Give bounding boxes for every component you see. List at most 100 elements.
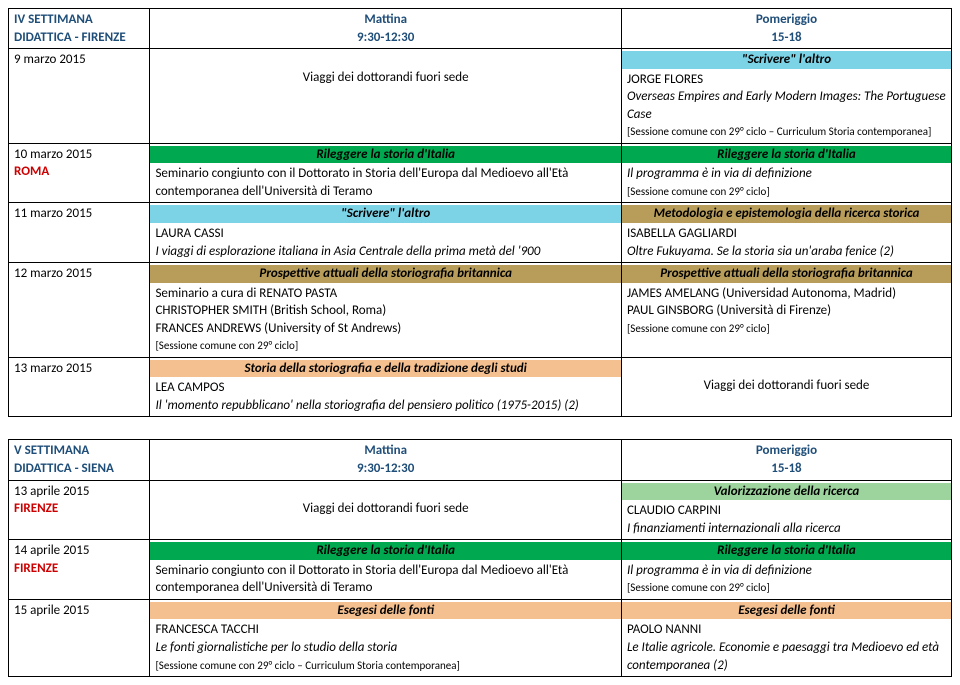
week-label: V SETTIMANA <box>14 443 89 458</box>
week-label: IV SETTIMANA <box>14 12 93 27</box>
header-morning: Mattina 9:30-12:30 <box>150 9 622 49</box>
session-banner: "Scrivere" l'altro <box>150 205 621 223</box>
morning-title: Mattina <box>364 12 407 27</box>
session-note: [Sessione comune con 29° ciclo] <box>627 185 770 198</box>
speaker: ISABELLA GAGLIARDI <box>627 226 737 241</box>
morning-time: 9:30-12:30 <box>357 461 414 476</box>
speaker: CLAUDIO CARPINI <box>627 503 721 518</box>
week5-row3: 15 aprile 2015 Esegesi delle fonti FRANC… <box>9 599 952 676</box>
header-left: IV SETTIMANA DIDATTICA - FIRENZE <box>9 9 150 49</box>
week4-header: IV SETTIMANA DIDATTICA - FIRENZE Mattina… <box>9 9 952 49</box>
session-banner: Rileggere la storia d'Italia <box>150 146 621 164</box>
week4-row4: 12 marzo 2015 Prospettive attuali della … <box>9 263 952 358</box>
week4-table: IV SETTIMANA DIDATTICA - FIRENZE Mattina… <box>8 8 952 417</box>
week4-row5: 13 marzo 2015 Storia della storiografia … <box>9 357 952 417</box>
session-note: [Sessione comune con 29° ciclo] <box>627 322 770 335</box>
talk-title: Le fonti giornalistiche per lo studio de… <box>155 640 397 655</box>
date-cell: 9 marzo 2015 <box>9 49 150 144</box>
speaker: JORGE FLORES <box>627 72 703 87</box>
afternoon-cell: "Scrivere" l'altro JORGE FLORES Overseas… <box>621 49 951 144</box>
morning-cell: Storia della storiografia e della tradiz… <box>150 357 622 417</box>
morning-cell: "Scrivere" l'altro LAURA CASSI I viaggi … <box>150 203 622 263</box>
table-gap <box>8 417 952 439</box>
date-cell: 14 aprile 2015 FIRENZE <box>9 540 150 600</box>
talk-title: Il 'momento repubblicano' nella storiogr… <box>155 398 578 413</box>
morning-cell: Rileggere la storia d'Italia Seminario c… <box>150 540 622 600</box>
session-note: [Sessione comune con 29° ciclo] <box>627 581 770 594</box>
speaker: PAOLO NANNI <box>627 622 701 637</box>
morning-text: Viaggi dei dottorandi fuori sede <box>303 501 469 516</box>
afternoon-title: Pomeriggio <box>756 12 817 27</box>
session-banner: Prospettive attuali della storiografia b… <box>622 265 951 283</box>
talk-title: Le Italie agricole. Economie e paesaggi … <box>627 640 939 673</box>
date: 13 aprile 2015 <box>14 484 89 499</box>
date-cell: 13 marzo 2015 <box>9 357 150 417</box>
afternoon-cell: Valorizzazione della ricerca CLAUDIO CAR… <box>621 480 951 540</box>
afternoon-time: 15-18 <box>771 30 801 45</box>
week5-table: V SETTIMANA DIDATTICA - SIENA Mattina 9:… <box>8 439 952 677</box>
morning-cell: Esegesi delle fonti FRANCESCA TACCHI Le … <box>150 599 622 676</box>
afternoon-cell: Metodologia e epistemologia della ricerc… <box>621 203 951 263</box>
afternoon-cell: Viaggi dei dottorandi fuori sede <box>621 357 951 417</box>
session-banner: Rileggere la storia d'Italia <box>622 146 951 164</box>
morning-text: Viaggi dei dottorandi fuori sede <box>303 70 469 85</box>
morning-cell: Rileggere la storia d'Italia Seminario c… <box>150 143 622 203</box>
header-afternoon: Pomeriggio 15-18 <box>621 9 951 49</box>
date-cell: 11 marzo 2015 <box>9 203 150 263</box>
location-label: DIDATTICA - SIENA <box>14 461 114 476</box>
header-afternoon: Pomeriggio 15-18 <box>621 440 951 480</box>
session-note: [Sessione comune con 29° ciclo] <box>155 339 298 352</box>
session-banner: Metodologia e epistemologia della ricerc… <box>622 205 951 223</box>
week5-row2: 14 aprile 2015 FIRENZE Rileggere la stor… <box>9 540 952 600</box>
morning-cell: Viaggi dei dottorandi fuori sede <box>150 49 622 144</box>
morning-title: Mattina <box>364 443 407 458</box>
header-morning: Mattina 9:30-12:30 <box>150 440 622 480</box>
talk-title: Oltre Fukuyama. Se la storia sia un'arab… <box>627 244 894 259</box>
session-banner: Esegesi delle fonti <box>622 602 951 620</box>
header-left: V SETTIMANA DIDATTICA - SIENA <box>9 440 150 480</box>
afternoon-cell: Prospettive attuali della storiografia b… <box>621 263 951 358</box>
line: JAMES AMELANG (Universidad Autonoma, Mad… <box>627 286 896 301</box>
line: FRANCES ANDREWS (University of St Andrew… <box>155 321 401 336</box>
description: Il programma è in via di definizione <box>627 166 812 181</box>
week5-row1: 13 aprile 2015 FIRENZE Viaggi dei dottor… <box>9 480 952 540</box>
description: Seminario congiunto con il Dottorato in … <box>155 563 568 596</box>
date: 14 aprile 2015 <box>14 543 89 558</box>
week4-row3: 11 marzo 2015 "Scrivere" l'altro LAURA C… <box>9 203 952 263</box>
week5-header: V SETTIMANA DIDATTICA - SIENA Mattina 9:… <box>9 440 952 480</box>
speaker: LAURA CASSI <box>155 226 223 241</box>
date-cell: 10 marzo 2015 ROMA <box>9 143 150 203</box>
line: PAUL GINSBORG (Università di Firenze) <box>627 303 831 318</box>
city: ROMA <box>14 164 49 179</box>
line: CHRISTOPHER SMITH (British School, Roma) <box>155 303 386 318</box>
session-banner: Prospettive attuali della storiografia b… <box>150 265 621 283</box>
city: FIRENZE <box>14 501 58 516</box>
session-banner: Rileggere la storia d'Italia <box>622 542 951 560</box>
afternoon-cell: Rileggere la storia d'Italia Il programm… <box>621 540 951 600</box>
afternoon-title: Pomeriggio <box>756 443 817 458</box>
speaker: FRANCESCA TACCHI <box>155 622 258 637</box>
date: 10 marzo 2015 <box>14 147 92 162</box>
afternoon-cell: Rileggere la storia d'Italia Il programm… <box>621 143 951 203</box>
week4-row2: 10 marzo 2015 ROMA Rileggere la storia d… <box>9 143 952 203</box>
line: Seminario a cura di RENATO PASTA <box>155 286 337 301</box>
talk-title: I finanziamenti internazionali alla rice… <box>627 521 841 536</box>
session-note: [Sessione comune con 29° ciclo – Curricu… <box>627 125 931 138</box>
talk-title: I viaggi di esplorazione italiana in Asi… <box>155 244 540 259</box>
speaker: LEA CAMPOS <box>155 380 224 395</box>
morning-cell: Prospettive attuali della storiografia b… <box>150 263 622 358</box>
morning-time: 9:30-12:30 <box>357 30 414 45</box>
session-note: [Sessione comune con 29° ciclo – Curricu… <box>155 659 459 672</box>
description: Il programma è in via di definizione <box>627 563 812 578</box>
session-banner: Rileggere la storia d'Italia <box>150 542 621 560</box>
week4-row1: 9 marzo 2015 Viaggi dei dottorandi fuori… <box>9 49 952 144</box>
afternoon-time: 15-18 <box>771 461 801 476</box>
session-banner: Esegesi delle fonti <box>150 602 621 620</box>
talk-title: Overseas Empires and Early Modern Images… <box>627 89 946 122</box>
afternoon-cell: Esegesi delle fonti PAOLO NANNI Le Itali… <box>621 599 951 676</box>
session-banner: "Scrivere" l'altro <box>622 51 951 69</box>
location-label: DIDATTICA - FIRENZE <box>14 30 126 45</box>
session-banner: Valorizzazione della ricerca <box>622 483 951 501</box>
city: FIRENZE <box>14 561 58 576</box>
description: Seminario congiunto con il Dottorato in … <box>155 166 568 199</box>
